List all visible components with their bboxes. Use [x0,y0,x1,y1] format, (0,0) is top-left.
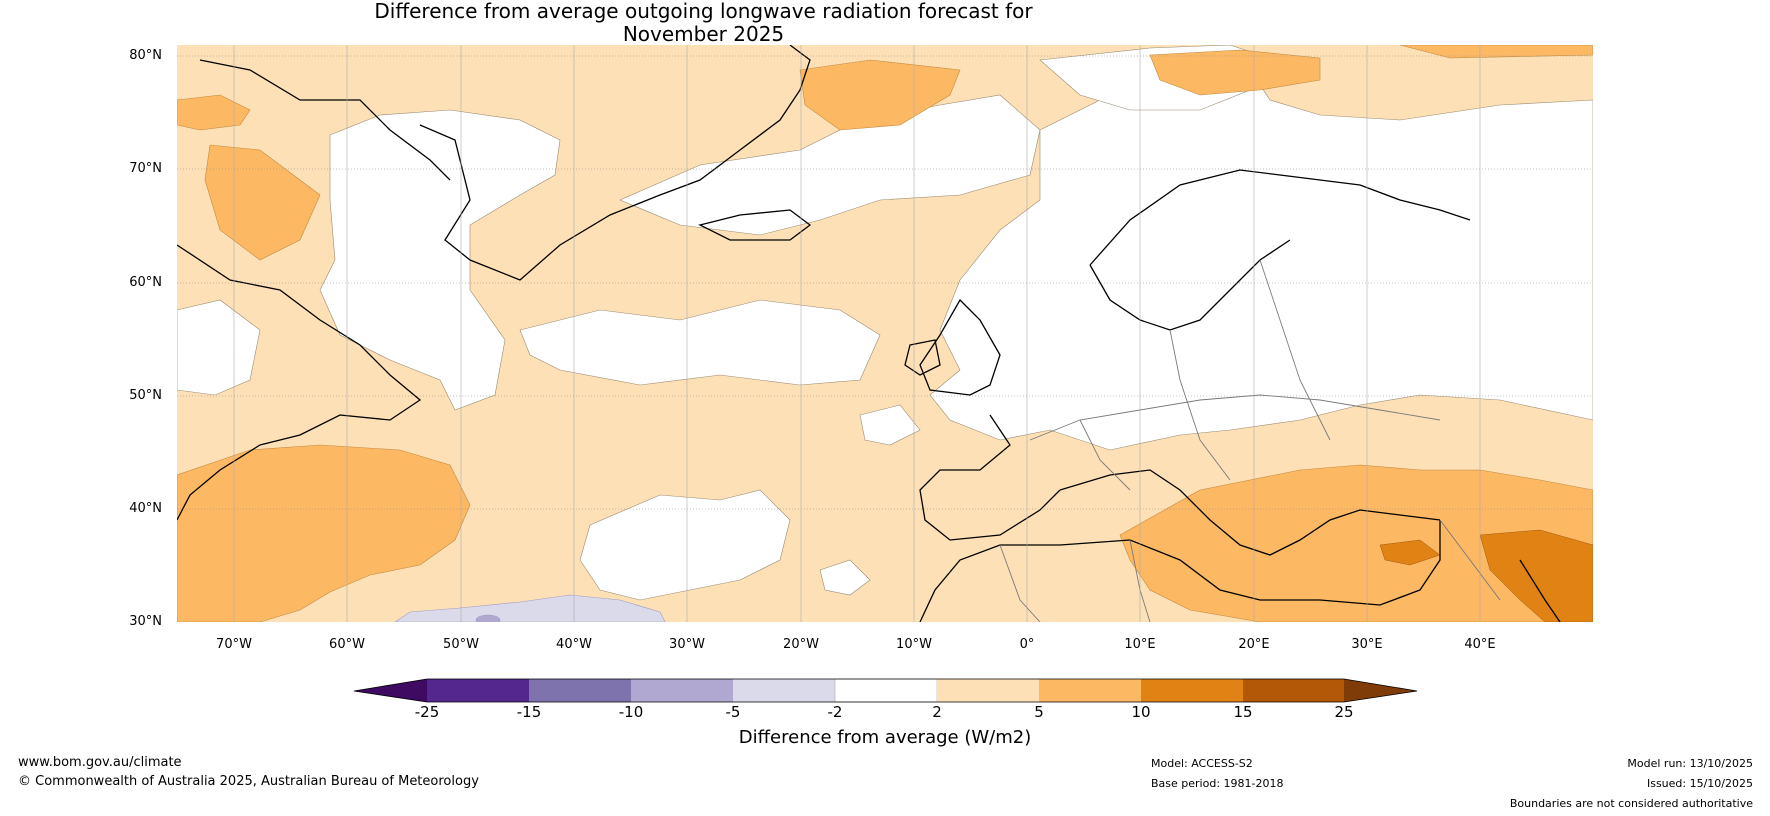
colorbar-bin [1243,679,1344,702]
borders-east-europe-2 [1259,259,1331,441]
arctic-canada-coast [199,59,451,181]
lon-label: 30°E [1351,637,1383,652]
lon-label: 20°W [783,637,819,652]
colorbar-tick: 5 [1034,703,1044,721]
lon-label: 70°W [216,637,252,652]
footer-model-run: Model run: 13/10/2025 [1627,757,1753,770]
lat-label: 70°N [129,161,162,176]
baltic-coast [1089,239,1291,331]
middle-east-dark-orange [1479,529,1593,622]
borders-central-europe [1029,394,1441,441]
footer-model: Model: ACCESS-S2 [1151,757,1253,770]
lon-label: 10°W [896,637,932,652]
footer-url: www.bom.gov.au/climate [18,755,182,770]
lon-label: 10°E [1124,637,1156,652]
subtropical-atlantic-purple-core [475,614,501,622]
colorbar-bin [733,679,835,702]
title-line-2: November 2025 [622,22,785,46]
lat-label: 50°N [129,388,162,403]
coastlines [177,45,1561,622]
colorbar-title: Difference from average (W/m2) [738,727,1032,748]
lat-label: 40°N [129,501,162,516]
colorbar-bin [1039,679,1141,702]
colorbar-tick: 10 [1131,703,1151,721]
great-britain-coast [919,298,1001,396]
levant-dark-orange [1379,539,1441,566]
colorbar-tick: 25 [1334,703,1354,721]
strong-above-average-areas [1379,529,1593,622]
lon-label: 0° [1019,637,1035,652]
below-average-areas [394,594,666,622]
colorbar-bin [1141,679,1243,702]
arctic-canada-orange [177,94,251,131]
canary-white [819,559,871,596]
borders-alps [1079,419,1131,491]
europe-white [929,54,1593,451]
latitude-gridlines [177,55,1593,510]
svalbard-orange [1149,49,1321,96]
country-borders [999,259,1501,622]
colorbar-tick: -25 [414,703,440,721]
lon-label: 30°W [669,637,705,652]
footer-disclaimer: Boundaries are not considered authoritat… [1509,797,1753,810]
us-east-coast-orange [177,444,471,622]
borders-north-africa-1 [999,544,1041,622]
colorbar-min-extension [354,679,427,702]
lon-label: 50°W [443,637,479,652]
colorbar-max-extension [1344,679,1417,702]
map-canvas [177,45,1593,622]
mid-atlantic-white [519,299,881,386]
colorbar-outline [353,678,1418,703]
borders-east-europe-1 [1169,329,1231,481]
colorbar-bin [631,679,733,702]
colorbar-bin [427,679,529,702]
chart-title: Difference from average outgoing longwav… [0,0,1407,46]
borders-middle-east [1439,519,1501,601]
lat-label: 30°N [129,614,162,629]
iceland-coast [698,209,812,241]
near-average-areas [177,45,1593,601]
scandinavia-coast [1089,169,1471,266]
colorbar-tick: -5 [725,703,741,721]
azores-white [579,489,791,601]
colorbar-tick: -10 [618,703,644,721]
lon-label: 20°E [1238,637,1270,652]
colorbar [353,678,1418,703]
footer-copyright: © Commonwealth of Australia 2025, Austra… [18,774,479,789]
colorbar-tick: 15 [1233,703,1253,721]
colorbar-bin [529,679,631,702]
arctic-orange-strip [1399,45,1593,59]
north-america-coast [177,244,422,521]
colorbar-bin [834,678,938,703]
biscay-white [859,404,921,446]
lon-label: 60°W [329,637,365,652]
north-africa-coast [919,520,1441,622]
canada-east-white [177,299,261,396]
mediterranean-orange [1119,464,1593,622]
longitude-gridlines [233,45,1481,622]
norwegian-sea-white [619,94,1041,236]
title-line-1: Difference from average outgoing longwav… [374,0,1033,23]
footer-issued: Issued: 15/10/2025 [1646,777,1753,790]
iberia-coast [919,414,1061,541]
colorbar-bin [937,679,1039,702]
labrador-sea-white [319,109,561,411]
colorbar-tick: -15 [516,703,542,721]
lon-label: 40°E [1464,637,1496,652]
lat-label: 60°N [129,275,162,290]
greenland-east-orange [799,59,961,131]
lon-label: 40°W [556,637,592,652]
colorbar-tick: 2 [932,703,942,721]
lat-label: 80°N [129,48,162,63]
greenland-coast [419,45,811,281]
subtropical-atlantic-purple [394,594,666,622]
colorbar-tick: -2 [827,703,843,721]
north-med-coast [1059,469,1441,556]
ireland-coast [904,339,941,376]
gulf-coast [1519,559,1561,622]
footer-base-period: Base period: 1981-2018 [1151,777,1284,790]
